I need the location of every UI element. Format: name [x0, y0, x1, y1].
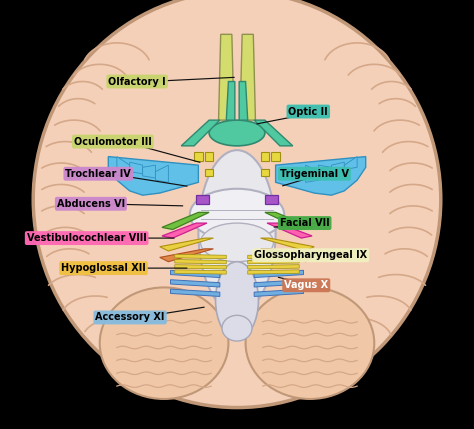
Polygon shape — [248, 260, 299, 264]
Polygon shape — [171, 270, 220, 278]
Polygon shape — [248, 254, 299, 259]
Polygon shape — [261, 238, 314, 251]
Ellipse shape — [246, 287, 374, 399]
Text: Optic II: Optic II — [289, 106, 328, 117]
Polygon shape — [171, 289, 220, 296]
Ellipse shape — [199, 150, 275, 313]
Polygon shape — [254, 120, 293, 146]
Polygon shape — [319, 165, 331, 178]
Polygon shape — [205, 152, 213, 161]
Polygon shape — [226, 82, 235, 120]
Polygon shape — [265, 212, 312, 230]
Text: Hypoglossal XII: Hypoglossal XII — [61, 263, 146, 273]
Text: Vagus X: Vagus X — [284, 280, 328, 290]
Polygon shape — [175, 260, 226, 264]
Polygon shape — [194, 152, 203, 161]
Polygon shape — [219, 34, 234, 120]
Polygon shape — [130, 162, 143, 174]
Polygon shape — [175, 265, 226, 269]
Polygon shape — [275, 157, 366, 195]
Polygon shape — [331, 162, 344, 174]
Polygon shape — [248, 270, 299, 274]
Polygon shape — [306, 165, 319, 182]
Ellipse shape — [201, 223, 273, 262]
Polygon shape — [254, 289, 303, 296]
Polygon shape — [117, 157, 130, 169]
Polygon shape — [175, 254, 226, 259]
Polygon shape — [267, 223, 312, 238]
Polygon shape — [271, 152, 280, 161]
Ellipse shape — [190, 189, 284, 240]
Polygon shape — [265, 195, 278, 204]
Text: Accessory XI: Accessory XI — [95, 312, 165, 323]
Polygon shape — [162, 212, 209, 230]
Polygon shape — [239, 82, 248, 120]
Polygon shape — [171, 280, 220, 287]
Polygon shape — [196, 195, 209, 204]
Polygon shape — [254, 270, 303, 278]
Polygon shape — [160, 238, 213, 251]
Polygon shape — [248, 265, 299, 269]
Polygon shape — [240, 34, 255, 120]
Polygon shape — [175, 270, 226, 274]
Polygon shape — [205, 169, 213, 176]
Text: Vestibulocochlear VIII: Vestibulocochlear VIII — [27, 233, 146, 243]
Polygon shape — [344, 157, 357, 169]
Polygon shape — [261, 152, 269, 161]
Ellipse shape — [33, 0, 441, 408]
Text: Olfactory I: Olfactory I — [108, 76, 166, 87]
Ellipse shape — [209, 120, 265, 146]
Text: Trochlear IV: Trochlear IV — [65, 169, 131, 179]
Ellipse shape — [100, 287, 228, 399]
Polygon shape — [261, 169, 269, 176]
Polygon shape — [143, 165, 155, 178]
Text: Oculomotor III: Oculomotor III — [74, 136, 152, 147]
Polygon shape — [155, 165, 168, 182]
Polygon shape — [160, 249, 213, 262]
Text: Facial VII: Facial VII — [280, 218, 329, 228]
Ellipse shape — [216, 262, 258, 339]
Text: Abducens VI: Abducens VI — [57, 199, 125, 209]
Polygon shape — [181, 120, 220, 146]
Ellipse shape — [222, 315, 252, 341]
Polygon shape — [108, 157, 199, 195]
Polygon shape — [261, 249, 314, 262]
Text: Trigeminal V: Trigeminal V — [280, 169, 349, 179]
Polygon shape — [254, 280, 303, 287]
Polygon shape — [162, 223, 207, 238]
Text: Glossopharyngeal IX: Glossopharyngeal IX — [254, 250, 367, 260]
